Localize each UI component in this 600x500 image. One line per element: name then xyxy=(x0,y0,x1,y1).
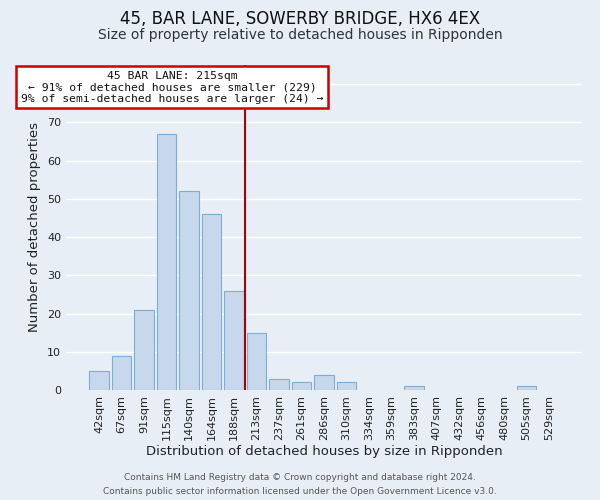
Bar xyxy=(517,386,536,390)
Text: 45 BAR LANE: 215sqm
← 91% of detached houses are smaller (229)
9% of semi-detach: 45 BAR LANE: 215sqm ← 91% of detached ho… xyxy=(21,70,323,104)
Bar xyxy=(224,290,244,390)
Bar xyxy=(337,382,356,390)
Text: 45, BAR LANE, SOWERBY BRIDGE, HX6 4EX: 45, BAR LANE, SOWERBY BRIDGE, HX6 4EX xyxy=(120,10,480,28)
X-axis label: Distribution of detached houses by size in Ripponden: Distribution of detached houses by size … xyxy=(146,446,502,458)
Bar xyxy=(89,371,109,390)
Text: Size of property relative to detached houses in Ripponden: Size of property relative to detached ho… xyxy=(98,28,502,42)
Bar xyxy=(157,134,176,390)
Text: Contains HM Land Registry data © Crown copyright and database right 2024.: Contains HM Land Registry data © Crown c… xyxy=(124,473,476,482)
Bar xyxy=(269,378,289,390)
Bar xyxy=(404,386,424,390)
Bar xyxy=(202,214,221,390)
Bar xyxy=(179,191,199,390)
Bar xyxy=(112,356,131,390)
Bar xyxy=(314,374,334,390)
Text: Contains public sector information licensed under the Open Government Licence v3: Contains public sector information licen… xyxy=(103,486,497,496)
Bar xyxy=(134,310,154,390)
Bar xyxy=(292,382,311,390)
Bar xyxy=(247,332,266,390)
Y-axis label: Number of detached properties: Number of detached properties xyxy=(28,122,41,332)
